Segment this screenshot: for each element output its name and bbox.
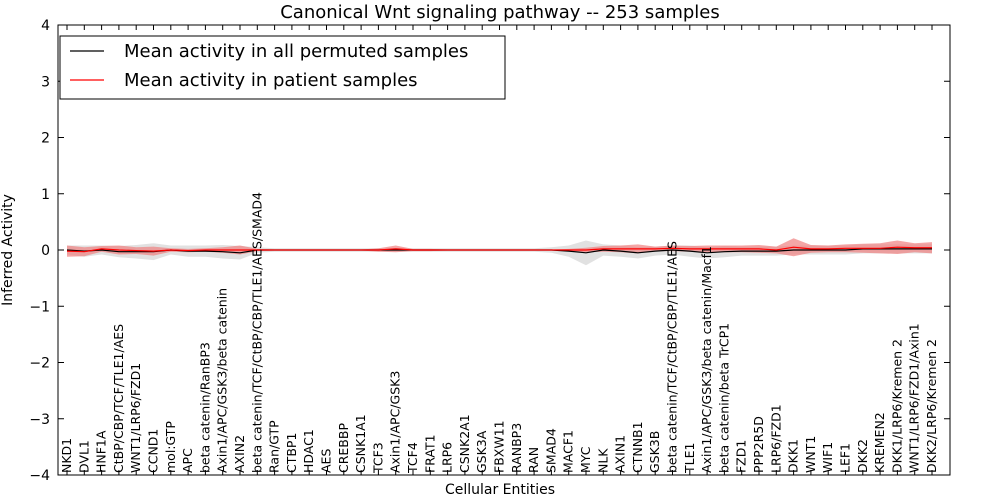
x-category-label: AES <box>319 449 334 473</box>
x-category-label: Axin1/APC/GSK3/beta catenin/Macf1 <box>699 246 714 473</box>
x-category-label: DVL1 <box>76 440 91 473</box>
x-category-label: RANBP3 <box>509 423 524 473</box>
x-category-label: Axin1/APC/GSK3/beta catenin <box>215 288 230 473</box>
x-category-label: CSNK1A1 <box>353 414 368 473</box>
x-category-label: WNT1 <box>803 436 818 473</box>
x-category-label: WNT1/LRP6/FZD1/Axin1 <box>907 323 922 473</box>
x-category-label: beta catenin/RanBP3 <box>197 342 212 473</box>
x-category-label: Ran/GTP <box>267 420 282 473</box>
x-category-label: KREMEN2 <box>872 412 887 473</box>
x-category-label: WIF1 <box>820 442 835 473</box>
x-category-label: DKK2 <box>855 439 870 473</box>
legend-label-patient: Mean activity in patient samples <box>124 70 418 91</box>
x-category-label: CCND1 <box>146 429 161 473</box>
x-category-label: LEF1 <box>838 443 853 473</box>
x-category-label: beta catenin/beta TrCP1 <box>716 323 731 473</box>
x-category-label: beta catenin/TCF/CtBP/CBP/TLE1/AES/SMAD4 <box>249 192 264 473</box>
x-category-label: mol:GTP <box>163 421 178 473</box>
x-category-label: MYC <box>578 446 593 473</box>
x-category-label: TCF3 <box>370 442 385 474</box>
x-category-label: FBXW11 <box>492 420 507 473</box>
y-tick-label: −3 <box>29 412 50 428</box>
y-tick-label: 1 <box>41 187 50 203</box>
y-tick-label: 3 <box>41 74 50 90</box>
x-category-label: HNF1A <box>94 430 109 473</box>
plot-area: −4 −3 −2 −1 0 1 2 3 4 NKD1 DVL1 HNF1A CtBP/CBP/TCF/T… <box>29 18 951 484</box>
x-category-label: CSNK2A1 <box>457 414 472 473</box>
x-category-label: Axin1/APC/GSK3 <box>388 371 403 473</box>
x-category-label: TLE1 <box>682 443 697 474</box>
legend-label-permuted: Mean activity in all permuted samples <box>124 41 468 62</box>
x-category-label: GSK3B <box>647 431 662 473</box>
x-category-label: HDAC1 <box>301 429 316 473</box>
y-axis-label: Inferred Activity <box>0 194 16 306</box>
x-category-label: DKK1 <box>786 439 801 473</box>
x-category-label: GSK3A <box>474 430 489 473</box>
x-category-label: RAN <box>526 447 541 473</box>
x-category-label: CTNNB1 <box>630 421 645 473</box>
x-category-label: DKK1/LRP6/Kremen 2 <box>889 339 904 473</box>
chart-title: Canonical Wnt signaling pathway -- 253 s… <box>280 2 720 23</box>
x-category-label: APC <box>180 448 195 473</box>
x-category-label: SMAD4 <box>543 428 558 473</box>
x-category-label: CtBP/CBP/TCF/TLE1/AES <box>111 324 126 473</box>
legend: Mean activity in all permuted samples Me… <box>59 35 506 100</box>
x-category-label: AXIN1 <box>613 435 628 473</box>
y-tick-label: 4 <box>41 18 50 34</box>
legend-box <box>59 35 506 100</box>
y-tick-label: 2 <box>41 131 50 147</box>
x-category-label: WNT1/LRP6/FZD1 <box>128 363 143 473</box>
x-category-label: FZD1 <box>734 440 749 473</box>
x-category-label: AXIN2 <box>232 435 247 473</box>
x-category-label: LRP6 <box>440 442 455 473</box>
x-category-label: DKK2/LRP6/Kremen 2 <box>924 339 939 473</box>
y-tick-label: −1 <box>29 299 50 315</box>
x-category-label: NLK <box>595 448 610 473</box>
y-tick-label: 0 <box>41 243 50 259</box>
x-category-label: PPP2R5D <box>751 416 766 473</box>
y-tick-label: −4 <box>29 468 50 484</box>
x-category-label: CREBBP <box>336 423 351 473</box>
x-axis-label: Cellular Entities <box>445 482 555 498</box>
x-category-label: FRAT1 <box>422 434 437 473</box>
x-category-label: NKD1 <box>59 438 74 473</box>
x-category-label: TCF4 <box>405 442 420 474</box>
x-category-label: beta catenin/TCF/CtBP/CBP/TLE1/AES <box>665 241 680 473</box>
x-category-label: CTBP1 <box>284 433 299 473</box>
line-patient <box>66 246 932 253</box>
x-category-label: LRP6/FZD1 <box>768 404 783 473</box>
y-tick-label: −2 <box>29 356 50 372</box>
x-category-label: MACF1 <box>561 430 576 473</box>
